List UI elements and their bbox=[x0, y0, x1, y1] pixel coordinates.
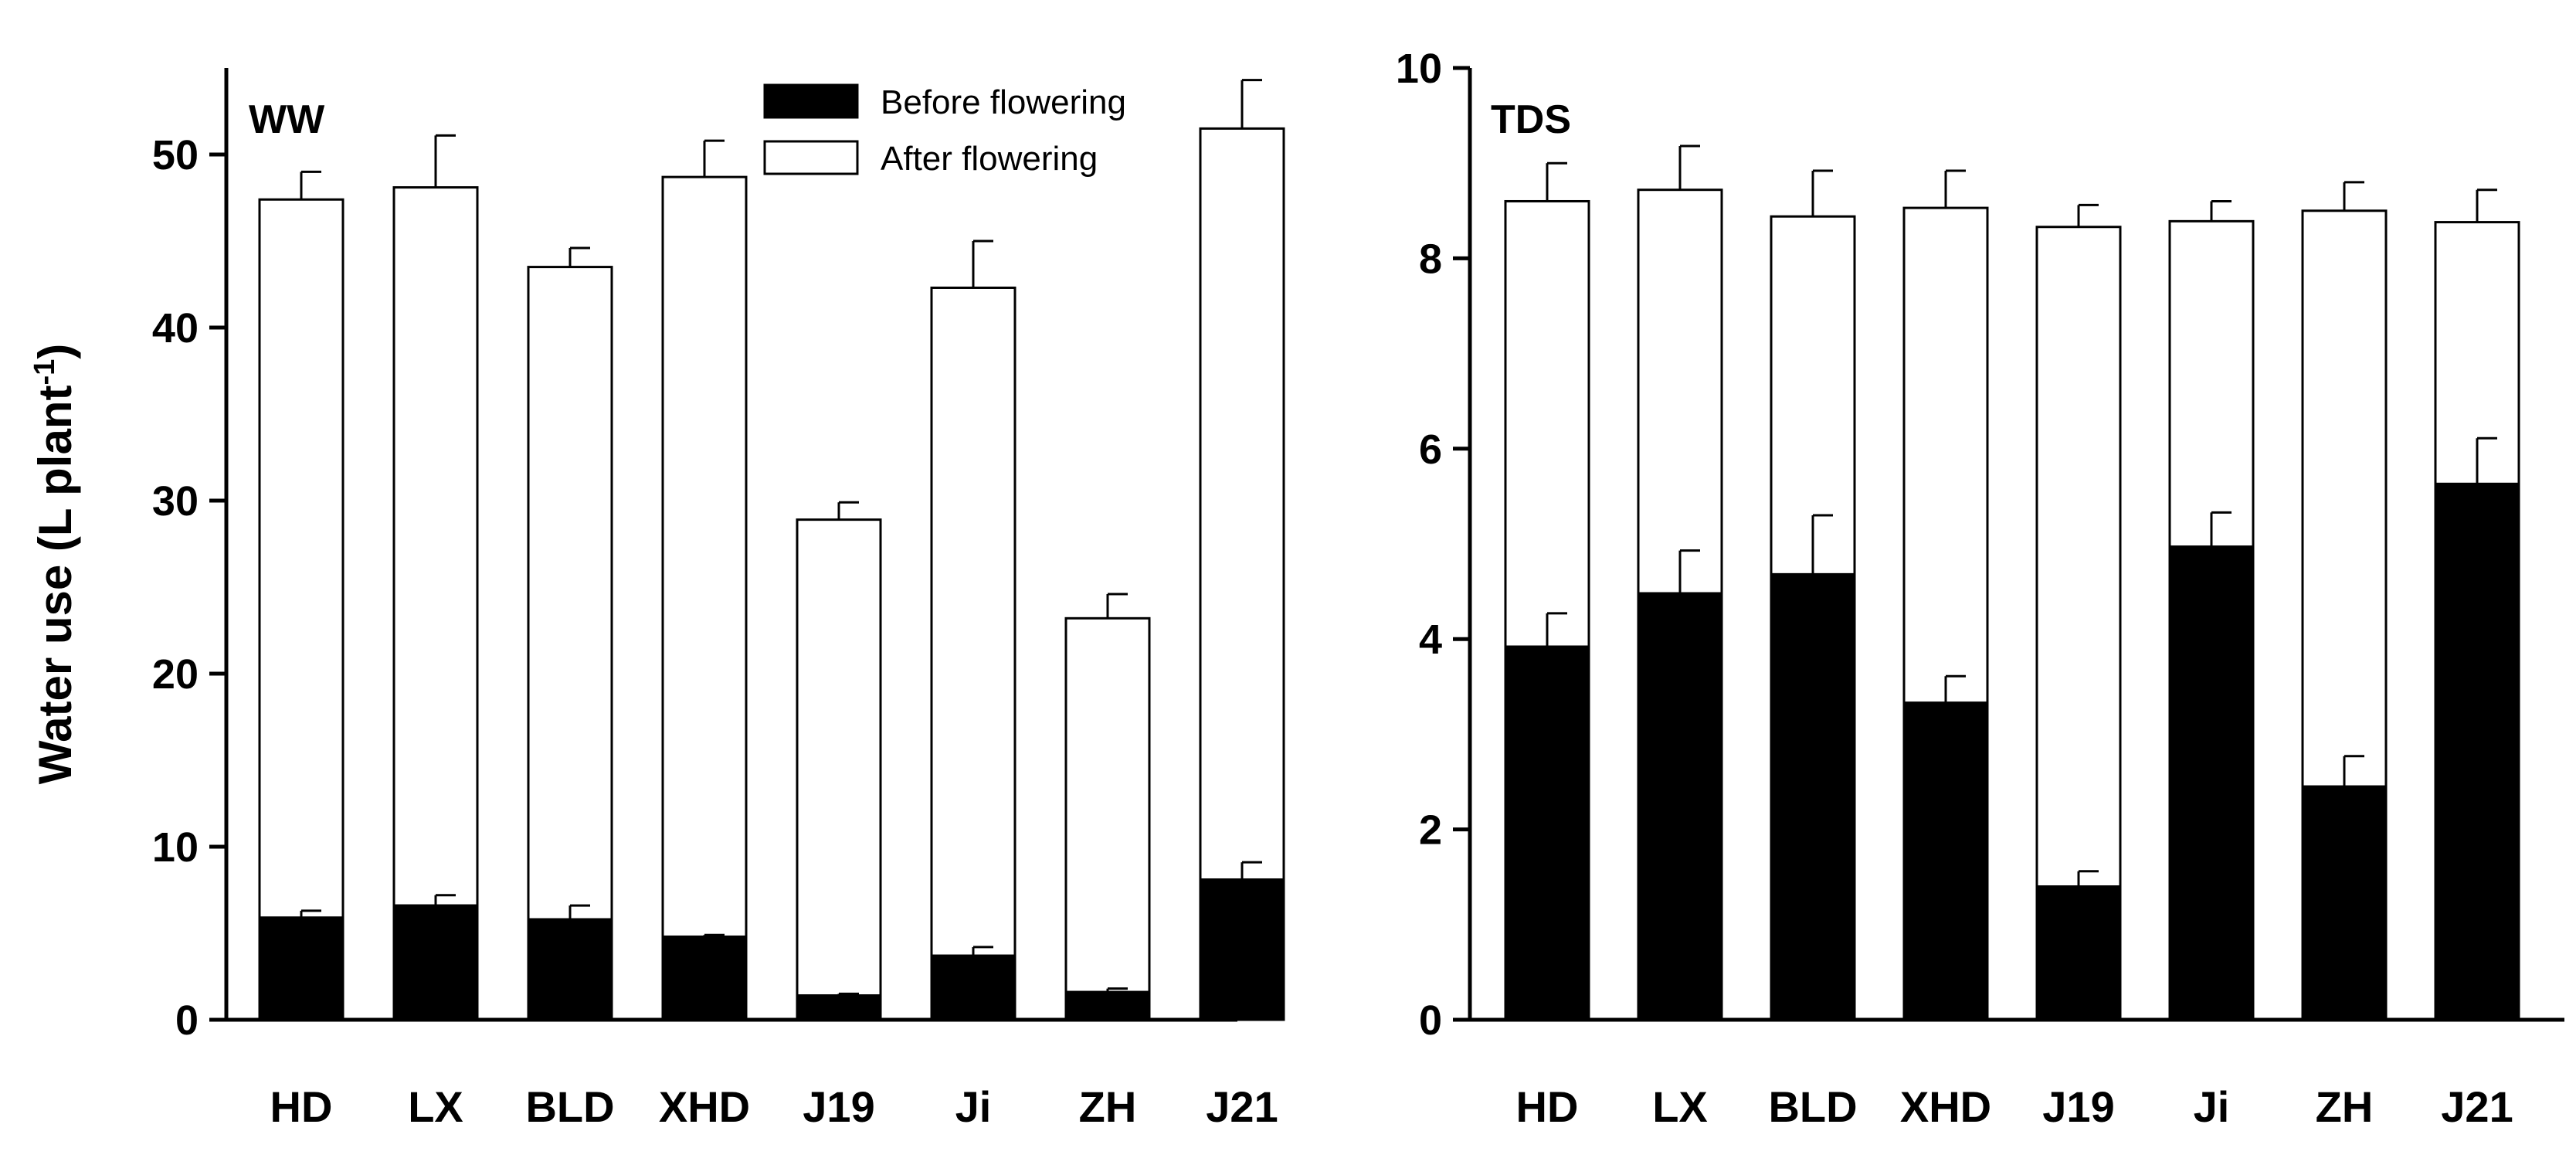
bar-before-flowering-zh bbox=[2301, 785, 2388, 1021]
panel-tds: TDS 0 2 4 6 8 10 HD LX BLD XHD J19 Ji ZH J21 bbox=[1396, 46, 2564, 1131]
bar-after-flowering-j19 bbox=[2035, 226, 2122, 888]
bar-after-flowering-hd bbox=[1504, 199, 1590, 648]
bar-before-flowering-xhd bbox=[661, 935, 748, 1021]
x-tick-label: ZH bbox=[1079, 1082, 1137, 1131]
bar-before-flowering-hd bbox=[1504, 645, 1590, 1021]
bar-after-flowering-zh bbox=[2301, 209, 2388, 788]
y-tick-label: 8 bbox=[1419, 236, 1442, 282]
y-tick-label: 40 bbox=[152, 305, 199, 352]
x-tick-label: BLD bbox=[525, 1082, 614, 1131]
x-tick-label: BLD bbox=[1768, 1082, 1857, 1131]
legend-label-before: Before flowering bbox=[881, 83, 1126, 121]
bar-before-flowering-bld bbox=[527, 918, 613, 1021]
bar-before-flowering-xhd bbox=[1902, 701, 1989, 1021]
panel-label-tds: TDS bbox=[1491, 97, 1571, 142]
x-tick-label: ZH bbox=[2316, 1082, 2374, 1131]
bar-after-flowering-zh bbox=[1064, 616, 1151, 993]
x-tick-label: J21 bbox=[1206, 1082, 1278, 1131]
x-tick-label: HD bbox=[1516, 1082, 1579, 1131]
bar-before-flowering-j19 bbox=[2035, 885, 2122, 1021]
bar-after-flowering-lx bbox=[1637, 189, 1723, 595]
y-axis-label: Water use (L plant-1) bbox=[29, 344, 81, 785]
y-tick-label: 0 bbox=[1419, 997, 1442, 1044]
bar-after-flowering-j19 bbox=[796, 518, 882, 997]
x-tick-label: Ji bbox=[2194, 1082, 2230, 1131]
bar-after-flowering-ji bbox=[2168, 219, 2255, 549]
legend-label-after: After flowering bbox=[881, 140, 1098, 178]
legend-swatch-after bbox=[763, 140, 859, 175]
bar-after-flowering-hd bbox=[258, 198, 344, 919]
y-tick-label: 6 bbox=[1419, 426, 1442, 473]
x-tick-label: J19 bbox=[2042, 1082, 2114, 1131]
x-tick-label: XHD bbox=[659, 1082, 750, 1131]
bar-before-flowering-hd bbox=[258, 916, 344, 1021]
y-tick-label: 20 bbox=[152, 651, 199, 698]
bar-before-flowering-j21 bbox=[2434, 482, 2520, 1021]
y-tick-label: 0 bbox=[175, 997, 199, 1044]
bar-after-flowering-lx bbox=[392, 186, 479, 907]
x-tick-label: J21 bbox=[2441, 1082, 2513, 1131]
bar-after-flowering-xhd bbox=[661, 175, 748, 938]
x-tick-label: HD bbox=[270, 1082, 333, 1131]
bar-before-flowering-lx bbox=[392, 904, 479, 1021]
bar-before-flowering-j19 bbox=[796, 994, 882, 1021]
x-tick-label: J19 bbox=[803, 1082, 874, 1131]
bar-before-flowering-ji bbox=[2168, 545, 2255, 1021]
y-tick-label: 2 bbox=[1419, 807, 1442, 854]
x-tick-label: Ji bbox=[955, 1082, 992, 1131]
bar-before-flowering-lx bbox=[1637, 592, 1723, 1021]
bar-after-flowering-ji bbox=[930, 286, 1016, 957]
y-tick-label: 50 bbox=[152, 132, 199, 178]
bar-before-flowering-bld bbox=[1770, 572, 1856, 1021]
bar-before-flowering-zh bbox=[1064, 990, 1151, 1021]
bar-after-flowering-bld bbox=[527, 266, 613, 921]
y-tick-label: 30 bbox=[152, 478, 199, 525]
x-tick-label: XHD bbox=[1900, 1082, 1991, 1131]
bar-before-flowering-j21 bbox=[1199, 878, 1285, 1021]
panel-label-ww: WW bbox=[249, 97, 325, 142]
legend: Before flowering After flowering bbox=[763, 83, 1126, 178]
bar-after-flowering-j21 bbox=[1199, 127, 1285, 881]
x-tick-label: LX bbox=[408, 1082, 463, 1131]
panel-ww: WW Water use (L plant-1) Before flowerin… bbox=[29, 68, 1285, 1131]
legend-swatch-before bbox=[763, 83, 859, 119]
bar-before-flowering-ji bbox=[930, 954, 1016, 1021]
x-tick-label: LX bbox=[1652, 1082, 1708, 1131]
y-tick-label: 4 bbox=[1419, 616, 1442, 663]
y-tick-label: 10 bbox=[152, 824, 199, 871]
bar-after-flowering-xhd bbox=[1902, 206, 1989, 705]
y-tick-label: 10 bbox=[1396, 46, 1442, 92]
